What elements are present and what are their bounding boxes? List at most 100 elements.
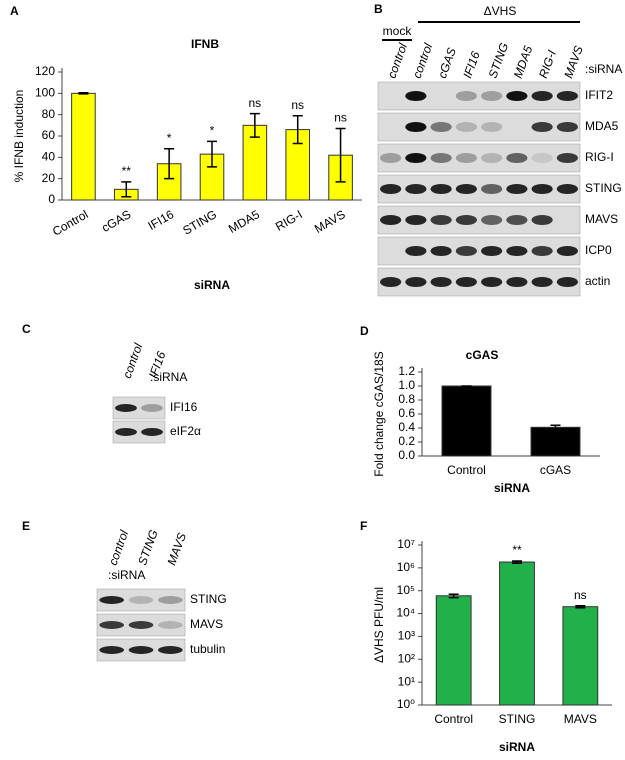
band (430, 214, 452, 226)
band (158, 621, 183, 629)
y-tick-label: 0.6 (398, 406, 415, 420)
band (481, 245, 503, 257)
band (158, 596, 183, 604)
band (141, 404, 163, 412)
row-label: ICP0 (585, 243, 612, 257)
band (455, 183, 477, 195)
significance-label: ns (574, 588, 587, 602)
band (556, 245, 578, 257)
band (556, 276, 578, 288)
chart-title: cGAS (466, 348, 499, 362)
band (380, 214, 402, 226)
band (455, 90, 477, 102)
band (380, 152, 402, 164)
lane-label: MAVS (561, 44, 586, 80)
lane-label: STING (486, 41, 512, 80)
band (506, 90, 528, 102)
band (531, 276, 553, 288)
x-axis-label: siRNA (194, 278, 230, 292)
row-label: IFI16 (170, 400, 198, 414)
y-tick-label: 10⁰ (397, 697, 415, 711)
band (405, 183, 427, 195)
band (115, 428, 137, 436)
row-label: MAVS (585, 212, 618, 226)
band (531, 214, 553, 226)
band (481, 214, 503, 226)
band (455, 245, 477, 257)
band (128, 621, 154, 629)
lane-label: control (106, 528, 132, 567)
band (556, 183, 578, 195)
band (430, 152, 452, 164)
y-axis-label: ΔVHS PFU/ml (372, 587, 386, 663)
band (506, 245, 528, 257)
y-tick-label: 10³ (398, 629, 415, 643)
row-label: STING (585, 181, 622, 195)
band (430, 245, 452, 257)
lane-label: control (120, 341, 146, 380)
band (405, 276, 427, 288)
bar (71, 92, 96, 201)
bar (499, 561, 535, 706)
row-label: MAVS (190, 617, 223, 631)
error-bar (78, 92, 89, 95)
band (128, 596, 154, 604)
x-axis-label: siRNA (499, 740, 535, 754)
band (481, 183, 503, 195)
x-tick-label: cGAS (99, 207, 133, 235)
band (455, 121, 477, 133)
band (481, 90, 503, 102)
band (99, 646, 124, 654)
band (405, 121, 427, 133)
x-tick-label: Control (50, 207, 91, 238)
bar (435, 595, 472, 706)
lane-label: MDA5 (511, 44, 536, 80)
band (481, 152, 503, 164)
band (128, 646, 154, 654)
y-tick-label: 100 (35, 86, 55, 100)
significance-label: ** (512, 543, 522, 557)
bar (562, 606, 599, 706)
row-label: actin (585, 274, 610, 288)
x-tick-label: STING (499, 712, 536, 726)
significance-label: * (210, 124, 215, 138)
y-axis-label: % IFNB induction (12, 90, 26, 183)
bar (530, 426, 581, 457)
blot-strip (96, 588, 186, 612)
error-bar (292, 114, 303, 145)
band (556, 90, 578, 102)
error-bar (575, 604, 586, 609)
row-label: tubulin (190, 642, 225, 656)
panel-label: D (360, 324, 369, 338)
x-tick-label: MAVS (564, 712, 597, 726)
lane-label: STING (135, 528, 161, 567)
band (430, 276, 452, 288)
x-tick-label: RIG-I (273, 207, 305, 233)
lane-label: MAVS (164, 531, 189, 567)
error-bar (249, 112, 260, 138)
panel-label: A (10, 4, 19, 18)
y-tick-label: 120 (35, 64, 55, 78)
band (556, 152, 578, 164)
x-tick-label: STING (180, 207, 219, 237)
y-tick-label: 1.2 (398, 364, 415, 378)
lane-label: control (385, 41, 411, 80)
group-label: ΔVHS (484, 4, 517, 18)
lane-header: :siRNA (585, 62, 622, 76)
y-tick-label: 10² (398, 651, 415, 665)
band (481, 121, 503, 133)
band (531, 245, 553, 257)
y-tick-label: 10⁵ (397, 583, 415, 597)
band (115, 404, 137, 412)
panel-label: B (374, 2, 383, 16)
band (455, 276, 477, 288)
error-bar (207, 140, 217, 168)
y-tick-label: 10⁶ (397, 560, 415, 574)
band (531, 183, 553, 195)
lane-label: RIG-I (536, 48, 559, 80)
band (455, 152, 477, 164)
x-tick-label: cGAS (540, 463, 571, 477)
y-tick-label: 0 (48, 192, 55, 206)
y-tick-label: 10⁴ (396, 606, 415, 620)
significance-label: ns (334, 111, 347, 125)
